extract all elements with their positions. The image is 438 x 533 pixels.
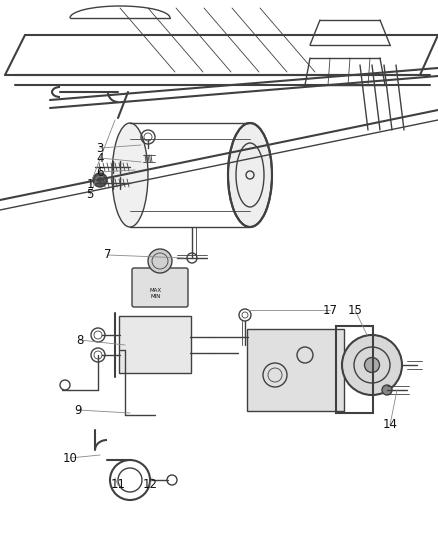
Text: MIN: MIN: [151, 294, 161, 298]
Text: 4: 4: [96, 151, 104, 165]
Text: 17: 17: [322, 303, 338, 317]
Text: 1: 1: [86, 179, 94, 191]
Circle shape: [148, 249, 172, 273]
Text: 11: 11: [110, 479, 126, 491]
FancyBboxPatch shape: [132, 268, 188, 307]
Ellipse shape: [112, 123, 148, 227]
Text: 7: 7: [104, 248, 112, 262]
Text: 5: 5: [86, 189, 94, 201]
Text: 3: 3: [96, 141, 104, 155]
FancyBboxPatch shape: [119, 316, 191, 373]
Text: 8: 8: [76, 334, 84, 346]
Text: 10: 10: [63, 451, 78, 464]
Circle shape: [93, 173, 107, 187]
Circle shape: [342, 335, 402, 395]
Text: 9: 9: [74, 403, 82, 416]
Text: 6: 6: [96, 166, 104, 179]
Text: MAX: MAX: [150, 287, 162, 293]
Text: 12: 12: [142, 479, 158, 491]
FancyBboxPatch shape: [247, 329, 344, 411]
Ellipse shape: [228, 123, 272, 227]
Text: 15: 15: [348, 303, 362, 317]
Text: 14: 14: [382, 418, 398, 432]
Circle shape: [364, 358, 379, 373]
Circle shape: [382, 385, 392, 395]
